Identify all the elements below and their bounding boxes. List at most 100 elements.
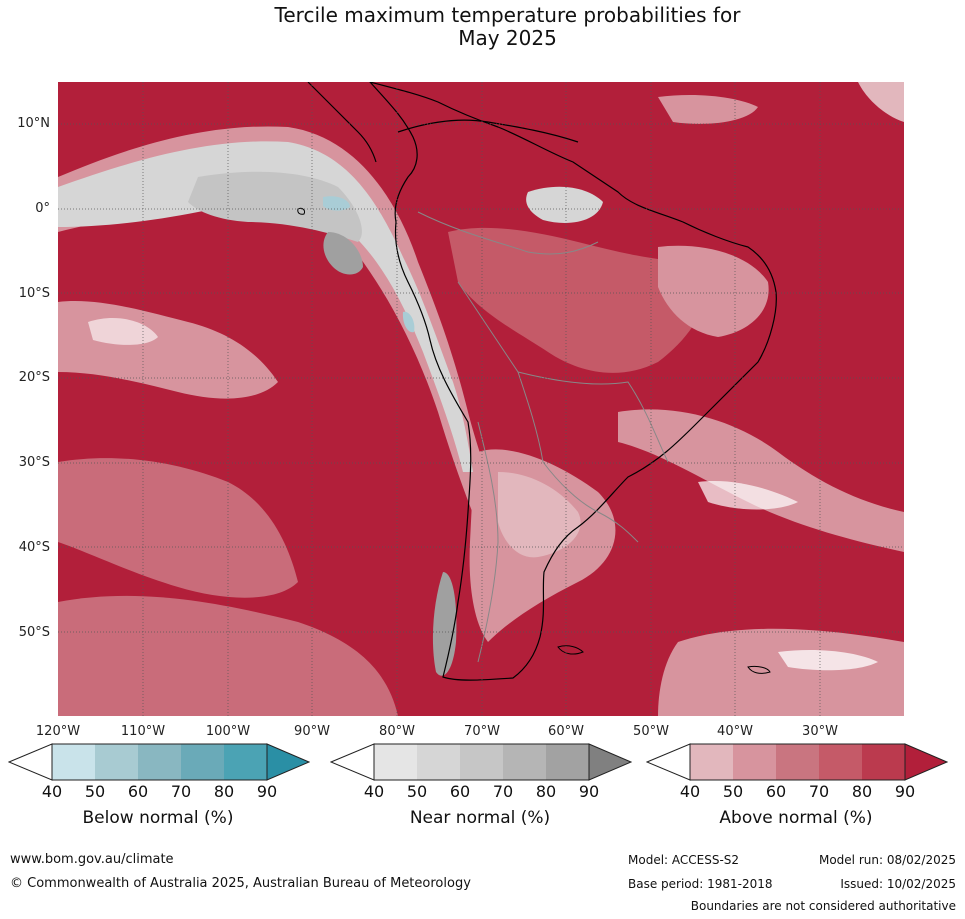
colorbar-near-cap-right: [588, 743, 632, 781]
lon-label-80w: 80°W: [379, 724, 415, 739]
base-period-text: Base period: 1981-2018: [628, 877, 773, 891]
above-50-zone-north: [658, 95, 758, 124]
near-50-zone-pacific: [58, 141, 473, 472]
map-title: Tercile maximum temperature probabilitie…: [0, 4, 965, 50]
near-60-zone-equatorial: [188, 171, 362, 242]
above-70-zone-amazon: [448, 227, 706, 373]
disclaimer-text: Boundaries are not considered authoritat…: [690, 899, 956, 913]
model-text: Model: ACCESS-S2: [628, 853, 740, 867]
colorbar-above-bin-5: [862, 744, 905, 780]
title-line-1: Tercile maximum temperature probabilitie…: [274, 3, 741, 27]
colorbar-near-cap-left: [330, 743, 375, 781]
lon-label-90w: 90°W: [294, 724, 330, 739]
tick-above-60: 60: [765, 782, 787, 801]
border-3: [517, 371, 669, 463]
border-4: [542, 461, 639, 543]
website-link[interactable]: www.bom.gov.au/climate: [10, 852, 174, 867]
tick-above-50: 50: [722, 782, 744, 801]
lat-label-50s: 50°S: [18, 625, 50, 640]
lon-label-30w: 30°W: [802, 724, 838, 739]
above-40-zone-ne: [858, 82, 904, 122]
white-patch-atlantic: [698, 481, 798, 510]
colorbar-below-bin-3: [138, 744, 181, 780]
colorbar-below-cap-left: [8, 743, 53, 781]
legend-above-title: Above normal (%): [719, 808, 873, 828]
lon-label-70w: 70°W: [464, 724, 500, 739]
lat-label-0: 0°: [35, 201, 50, 216]
colorbar-near-bin-2: [417, 744, 460, 780]
tick-near-70: 70: [492, 782, 514, 801]
border-2: [457, 281, 544, 463]
issued-text: Issued: 10/02/2025: [840, 877, 956, 891]
above-40-zone-argentina: [498, 472, 581, 558]
colorbar-above-outline: [689, 743, 906, 781]
lat-label-20s: 20°S: [18, 370, 50, 385]
tick-near-90: 90: [578, 782, 600, 801]
colorbar-above: [646, 743, 948, 781]
colorbar-above-cap-right: [904, 743, 948, 781]
colorbar-above-cap-left: [646, 743, 691, 781]
colorbar-below-bin-4: [181, 744, 224, 780]
tick-below-70: 70: [170, 782, 192, 801]
lon-label-100w: 100°W: [205, 724, 251, 739]
lon-label-120w: 120°W: [35, 724, 81, 739]
colorbar-below-outline: [51, 743, 268, 781]
near-50-zone-guiana: [526, 186, 603, 223]
lat-label-30s: 30°S: [18, 455, 50, 470]
lat-label-10n: 10°N: [17, 116, 50, 131]
border-chile-argentina: [477, 421, 499, 663]
above-50-zone-south-atlantic: [658, 628, 904, 716]
colorbar-above-bin-1: [690, 744, 733, 780]
south-georgia: [747, 665, 771, 674]
tick-below-90: 90: [256, 782, 278, 801]
colorbar-below: [8, 743, 310, 781]
above-60-zone-sw: [58, 458, 298, 598]
tick-near-60: 60: [449, 782, 471, 801]
below-50-zone-peru: [402, 311, 415, 333]
tick-above-90: 90: [894, 782, 916, 801]
legend-above-normal: 40 50 60 70 80 90 Above normal (%): [646, 742, 948, 842]
tick-near-40: 40: [363, 782, 385, 801]
tick-below-60: 60: [127, 782, 149, 801]
white-patch-1: [88, 317, 158, 345]
border-1: [417, 211, 599, 255]
legend-near-normal: 40 50 60 70 80 90 Near normal (%): [330, 742, 632, 842]
colorbar-below-bin-5: [224, 744, 267, 780]
colorbar-below-bin-2: [95, 744, 138, 780]
lat-label-40s: 40°S: [18, 540, 50, 555]
near-80-zone-patagonia: [432, 572, 457, 676]
galapagos-islands: [297, 207, 305, 215]
tick-above-80: 80: [851, 782, 873, 801]
tick-below-40: 40: [41, 782, 63, 801]
colorbar-above-ticks: 40 50 60 70 80 90: [646, 782, 946, 802]
lon-label-50w: 50°W: [633, 724, 669, 739]
above-50-zone-atlantic: [618, 409, 904, 552]
lon-label-40w: 40°W: [717, 724, 753, 739]
above-50-zone-ne-brazil: [658, 245, 769, 337]
colorbar-above-bin-2: [733, 744, 776, 780]
lon-label-60w: 60°W: [548, 724, 584, 739]
map-canvas: [58, 82, 904, 716]
model-run-text: Model run: 08/02/2025: [818, 853, 956, 867]
colorbar-near-bin-3: [460, 744, 503, 780]
colorbar-near-outline: [373, 743, 590, 781]
white-patch-south-atlantic: [778, 650, 878, 671]
colorbar-near-bin-1: [374, 744, 417, 780]
graticule: [58, 82, 904, 716]
probability-map: [58, 82, 904, 716]
tick-near-50: 50: [406, 782, 428, 801]
falkland-islands: [557, 645, 584, 655]
colorbar-below-ticks: 40 50 60 70 80 90: [8, 782, 308, 802]
legend-near-title: Near normal (%): [409, 808, 551, 828]
near-80-zone-galapagos: [323, 232, 363, 275]
copyright-text: © Commonwealth of Australia 2025, Austra…: [10, 876, 471, 891]
coastline-central-america: [307, 82, 377, 163]
tick-near-80: 80: [535, 782, 557, 801]
colorbar-near: [330, 743, 632, 781]
lat-label-10s: 10°S: [18, 286, 50, 301]
colorbar-above-bin-4: [819, 744, 862, 780]
tick-below-50: 50: [84, 782, 106, 801]
tick-above-70: 70: [808, 782, 830, 801]
lon-label-110w: 110°W: [120, 724, 166, 739]
colorbar-near-bin-4: [503, 744, 546, 780]
